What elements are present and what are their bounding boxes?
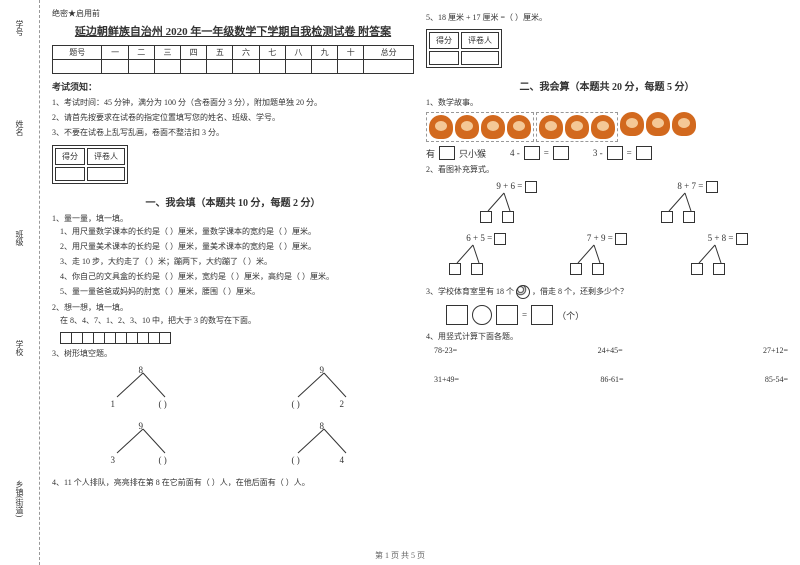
exam-title: 延边朝鲜族自治州 2020 年一年级数学下学期自我检测试卷 附答案 (52, 23, 414, 39)
question: 1、数学故事。 (426, 97, 788, 108)
question-item: 4、你自己的文具盒的长约是（ ）厘米，宽约是（ ）厘米，高约是（ ）厘米。 (60, 271, 414, 284)
question-item: 5、量一量爸爸或妈妈的肘宽（ ）厘米，腰围（ ）厘米。 (60, 286, 414, 299)
monkey-icon (507, 115, 531, 139)
question: 2、想一想，填一填。 (52, 302, 414, 313)
split-row: 9 + 6 = 8 + 7 = (426, 181, 788, 227)
binding-label: 学号 (14, 20, 25, 36)
question-item: 1、用尺量数学课本的长约是（ ）厘米，量数学课本的宽约是（ ）厘米。 (60, 226, 414, 239)
monkey-icon (672, 112, 696, 136)
table-row: 题号 一 二 三 四 五 六 七 八 九 十 总分 (53, 46, 414, 60)
number-tree: 8 ( ) 4 (284, 421, 364, 471)
answer-boxes (60, 332, 414, 344)
scorebox-label: 得分 (55, 148, 85, 165)
monkey-illustration (426, 112, 788, 142)
score-header: 一 (102, 46, 128, 60)
score-header: 七 (259, 46, 285, 60)
question-item: 2、用尺量美术课本的长约是（ ）厘米，量美术课本的宽约是（ ）厘米。 (60, 241, 414, 254)
binding-label: 班级 (14, 230, 25, 246)
number-split: 5 + 8 = (687, 233, 769, 279)
number-split: 8 + 7 = (657, 181, 739, 227)
score-header: 八 (285, 46, 311, 60)
page-content: 绝密★启用前 延边朝鲜族自治州 2020 年一年级数学下学期自我检测试卷 附答案… (40, 0, 800, 565)
equation-boxes: =（个） (446, 305, 788, 325)
monkey-icon (481, 115, 505, 139)
scorebox-label: 评卷人 (461, 32, 499, 49)
confidential-mark: 绝密★启用前 (52, 8, 414, 19)
score-header: 总分 (364, 46, 414, 60)
monkey-icon (620, 112, 644, 136)
monkey-icon (646, 112, 670, 136)
tree-row: 8 1 ( ) 9 ( ) 2 (52, 365, 414, 415)
score-header: 五 (207, 46, 233, 60)
question: 1、量一量，填一填。 (52, 213, 414, 224)
left-column: 绝密★启用前 延边朝鲜族自治州 2020 年一年级数学下学期自我检测试卷 附答案… (46, 8, 420, 557)
binding-label: 姓名 (14, 120, 25, 136)
score-header: 十 (338, 46, 364, 60)
number-tree: 9 3 ( ) (103, 421, 183, 471)
ball-icon (516, 285, 530, 299)
number-split: 9 + 6 = (476, 181, 558, 227)
calc-row: 78-23= 24+45= 27+12= (434, 346, 788, 355)
number-split: 7 + 9 = (566, 233, 648, 279)
question-item: 3、走 10 步，大约走了（ ）米；蹦两下，大约蹦了（ ）米。 (60, 256, 414, 269)
score-box: 得分评卷人 (426, 29, 502, 68)
binding-label: 乡镇(街道) (14, 480, 25, 517)
score-header: 题号 (53, 46, 102, 60)
scorebox-label: 得分 (429, 32, 459, 49)
notice-item: 3、不要在试卷上乱写乱画，卷面不整洁扣 3 分。 (52, 127, 414, 140)
question: 3、学校体育室里有 18 个 ，借走 8 个，还剩多少个？ (426, 285, 788, 299)
table-row (53, 60, 414, 74)
monkey-icon (429, 115, 453, 139)
score-header: 二 (128, 46, 154, 60)
notice-title: 考试须知： (52, 80, 414, 93)
question: 4、用竖式计算下面各题。 (426, 331, 788, 342)
monkey-icon (565, 115, 589, 139)
monkey-icon (591, 115, 615, 139)
question: 2、看图补充算式。 (426, 164, 788, 175)
question: 5、18 厘米 + 17 厘米 =（ ）厘米。 (426, 12, 788, 23)
binding-label: 学校 (14, 340, 25, 356)
score-header: 三 (154, 46, 180, 60)
split-row: 6 + 5 = 7 + 9 = 5 + 8 = (426, 233, 788, 279)
number-tree: 9 ( ) 2 (284, 365, 364, 415)
monkey-icon (539, 115, 563, 139)
scorebox-label: 评卷人 (87, 148, 125, 165)
equation-row: 有只小猴 4 -= 3 -= (426, 146, 788, 160)
score-table: 题号 一 二 三 四 五 六 七 八 九 十 总分 (52, 45, 414, 74)
monkey-icon (455, 115, 479, 139)
question-text: 在 8、4、7、1、2、3、10 中，把大于 3 的数写在下面。 (60, 315, 414, 328)
number-split: 6 + 5 = (445, 233, 527, 279)
binding-margin: 学号 姓名 班级 学校 乡镇(街道) (0, 0, 40, 565)
score-header: 四 (181, 46, 207, 60)
right-column: 5、18 厘米 + 17 厘米 =（ ）厘米。 得分评卷人 二、我会算（本题共 … (420, 8, 794, 557)
score-header: 九 (311, 46, 337, 60)
score-header: 六 (233, 46, 259, 60)
section-title: 一、我会填（本题共 10 分，每题 2 分） (52, 194, 414, 209)
question: 4、11 个人排队，亮亮排在第 8 在它前面有（ ）人，在他后面有（ ）人。 (52, 477, 414, 488)
notice-item: 1、考试时间：45 分钟，满分为 100 分（含卷面分 3 分），附加题单独 2… (52, 97, 414, 110)
question: 3、树形填空题。 (52, 348, 414, 359)
section-title: 二、我会算（本题共 20 分，每题 5 分） (426, 78, 788, 93)
number-tree: 8 1 ( ) (103, 365, 183, 415)
notice-item: 2、请首先按要求在试卷的指定位置填写您的姓名、班级、学号。 (52, 112, 414, 125)
calc-row: 31+49= 86-61= 85-54= (434, 375, 788, 384)
tree-row: 9 3 ( ) 8 ( ) 4 (52, 421, 414, 471)
score-box: 得分评卷人 (52, 145, 128, 184)
page-footer: 第 1 页 共 5 页 (0, 550, 800, 561)
